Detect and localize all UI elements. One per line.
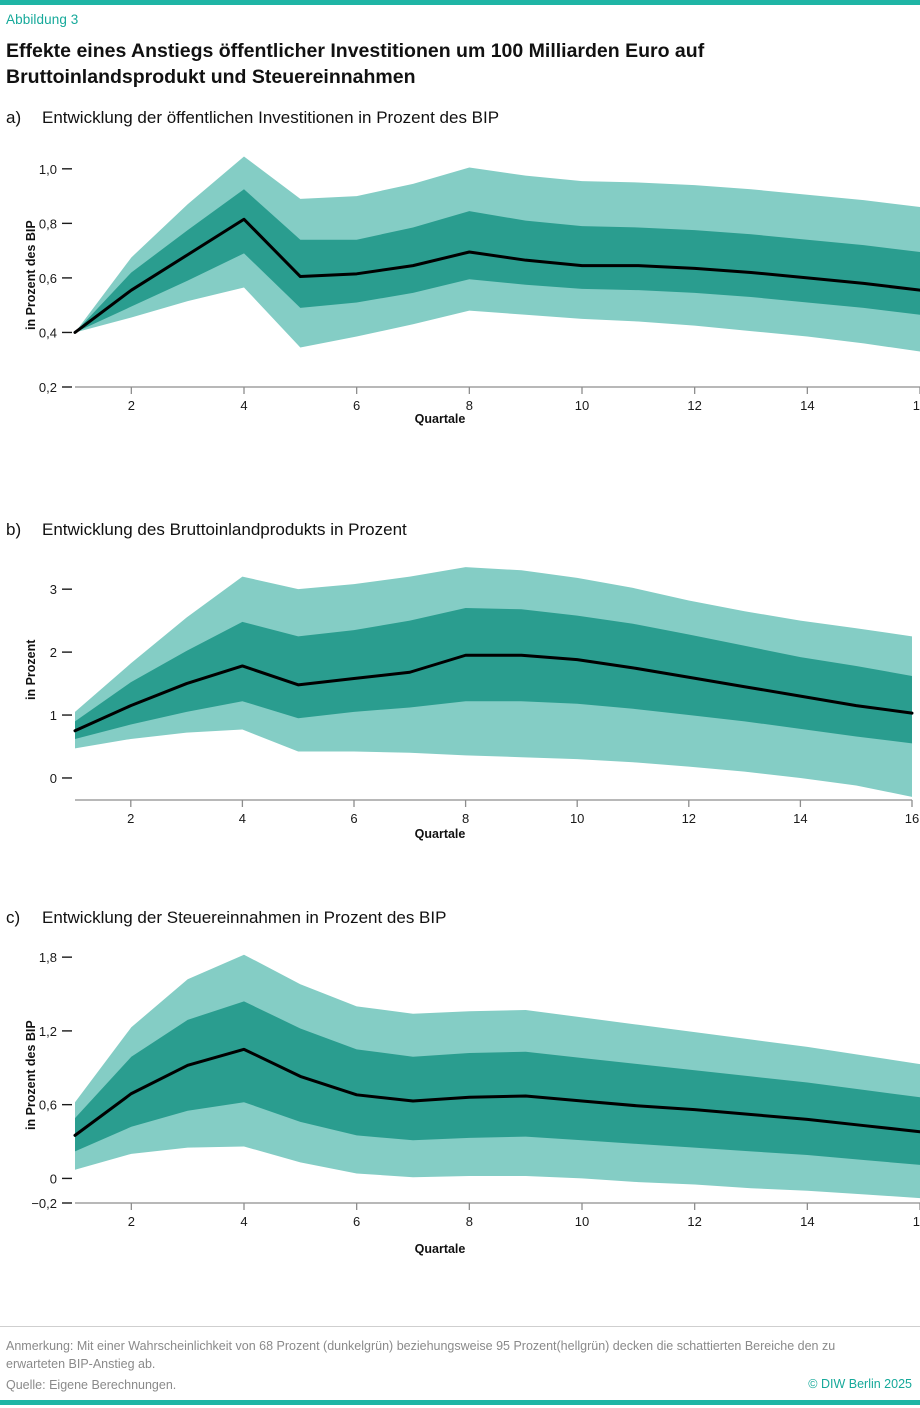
- svg-text:16: 16: [913, 398, 920, 413]
- panel-b-title-text: Entwicklung des Bruttoinlandprodukts in …: [42, 520, 407, 539]
- panel-b-letter: b): [6, 520, 22, 539]
- svg-text:12: 12: [687, 398, 701, 413]
- svg-text:10: 10: [575, 398, 589, 413]
- svg-text:16: 16: [913, 1214, 920, 1229]
- top-rule: [0, 0, 920, 5]
- svg-text:1,8: 1,8: [39, 950, 57, 965]
- svg-text:4: 4: [240, 1214, 247, 1229]
- panel-a-xlabel: Quartale: [414, 412, 466, 426]
- panel-c-title: c) Entwicklung der Steuereinnahmen in Pro…: [6, 908, 446, 928]
- panel-c-xlabel: Quartale: [414, 1242, 466, 1256]
- svg-text:−0,2: −0,2: [31, 1196, 57, 1211]
- panel-a-letter: a): [6, 108, 22, 127]
- panel-c-title-text: Entwicklung der Steuereinnahmen in Proze…: [42, 908, 447, 927]
- svg-text:16: 16: [905, 811, 919, 826]
- panel-c-chart: 2 4 6 8 10 12 14 16 −0,2 0 0,6 1,2 1,8: [0, 935, 920, 1255]
- panel-a-chart: 2 4 6 8 10 12 14 16 0,2 0,4 0,6 0,8 1,0: [0, 135, 920, 435]
- figure-note: Anmerkung: Mit einer Wahrscheinlichkeit …: [6, 1339, 836, 1371]
- svg-text:0: 0: [50, 771, 57, 786]
- svg-text:0,4: 0,4: [39, 325, 57, 340]
- svg-text:8: 8: [462, 811, 469, 826]
- svg-text:0,6: 0,6: [39, 271, 57, 286]
- svg-text:6: 6: [353, 1214, 360, 1229]
- svg-text:8: 8: [466, 1214, 473, 1229]
- panel-a-title-text: Entwicklung der öffentlichen Investition…: [42, 108, 500, 127]
- svg-text:2: 2: [128, 1214, 135, 1229]
- svg-text:2: 2: [50, 645, 57, 660]
- svg-text:12: 12: [687, 1214, 701, 1229]
- svg-text:1,0: 1,0: [39, 162, 57, 177]
- panel-b-title: b) Entwicklung des Bruttoinlandprodukts i…: [6, 520, 407, 540]
- panel-b-xlabel: Quartale: [414, 827, 466, 841]
- panel-b-chart: 2 4 6 8 10 12 14 16 0 1 2 3: [0, 550, 920, 848]
- figure-source: Quelle: Eigene Berechnungen.: [6, 1378, 177, 1392]
- svg-text:14: 14: [793, 811, 807, 826]
- svg-text:14: 14: [800, 398, 814, 413]
- svg-text:1,2: 1,2: [39, 1024, 57, 1039]
- svg-text:1: 1: [50, 708, 57, 723]
- svg-text:12: 12: [682, 811, 696, 826]
- svg-text:14: 14: [800, 1214, 814, 1229]
- svg-text:0,6: 0,6: [39, 1098, 57, 1113]
- svg-text:10: 10: [575, 1214, 589, 1229]
- panel-a-title: a) Entwicklung der öffentlichen Investiti…: [6, 108, 499, 128]
- svg-text:6: 6: [353, 398, 360, 413]
- svg-text:6: 6: [350, 811, 357, 826]
- svg-text:4: 4: [240, 398, 247, 413]
- bottom-rule: [0, 1400, 920, 1405]
- panel-c-letter: c): [6, 908, 21, 927]
- figure-number: Abbildung 3: [6, 12, 79, 27]
- svg-text:4: 4: [239, 811, 246, 826]
- note-divider: [0, 1326, 920, 1327]
- svg-text:2: 2: [128, 398, 135, 413]
- svg-text:3: 3: [50, 582, 57, 597]
- svg-text:0: 0: [50, 1171, 57, 1186]
- svg-text:0,8: 0,8: [39, 216, 57, 231]
- copyright: © DIW Berlin 2025: [808, 1377, 912, 1391]
- svg-text:0,2: 0,2: [39, 380, 57, 395]
- svg-text:10: 10: [570, 811, 584, 826]
- figure-title: Effekte eines Anstiegs öffentlicher Inve…: [6, 40, 705, 88]
- svg-text:8: 8: [466, 398, 473, 413]
- svg-text:2: 2: [127, 811, 134, 826]
